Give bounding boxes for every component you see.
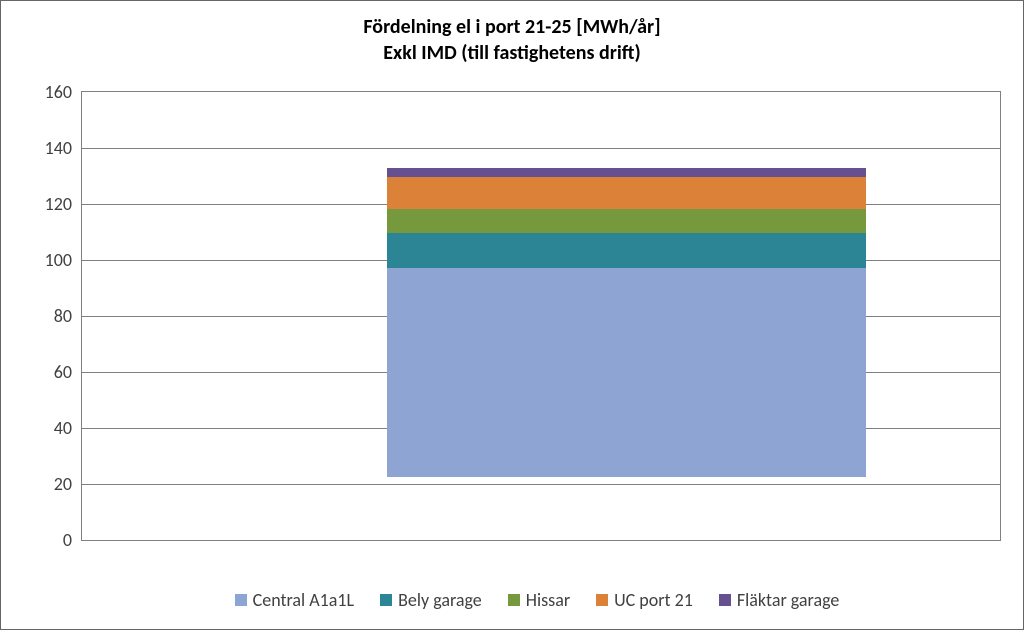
y-tick-label: 20: [22, 473, 72, 495]
legend-swatch: [508, 594, 520, 606]
y-tick-label: 40: [22, 417, 72, 439]
plot-area: 020406080100120140160: [81, 91, 1001, 541]
legend-item: Fläktar garage: [719, 589, 839, 611]
y-tick-label: 0: [22, 529, 72, 551]
legend-label: Fläktar garage: [737, 589, 839, 611]
legend-label: Central A1a1L: [253, 589, 354, 611]
chart-title-line2: Exkl IMD (till fastighetens drift): [1, 41, 1023, 65]
bar-segment: [387, 168, 866, 177]
bar-segment: [387, 268, 866, 477]
legend-label: UC port 21: [614, 589, 693, 611]
chart-title: Fördelning el i port 21-25 [MWh/år] Exkl…: [1, 15, 1023, 65]
legend-label: Bely garage: [398, 589, 482, 611]
legend-swatch: [235, 594, 247, 606]
y-tick-label: 160: [22, 81, 72, 103]
legend-label: Hissar: [526, 589, 570, 611]
gridline: [82, 148, 1000, 149]
legend-swatch: [380, 594, 392, 606]
y-tick-label: 120: [22, 193, 72, 215]
bar-segment: [387, 177, 866, 210]
chart-title-line1: Fördelning el i port 21-25 [MWh/år]: [1, 15, 1023, 39]
legend: Central A1a1L Bely garage Hissar UC port 21…: [81, 589, 993, 611]
chart-container: Fördelning el i port 21-25 [MWh/år] Exkl…: [0, 0, 1024, 630]
y-tick-label: 80: [22, 305, 72, 327]
y-tick-label: 100: [22, 249, 72, 271]
y-tick-label: 60: [22, 361, 72, 383]
y-tick-label: 140: [22, 137, 72, 159]
legend-item: UC port 21: [596, 589, 693, 611]
legend-item: Bely garage: [380, 589, 482, 611]
stacked-bar: [387, 168, 866, 540]
legend-item: Hissar: [508, 589, 570, 611]
legend-swatch: [719, 594, 731, 606]
bar-segment: [387, 233, 866, 268]
legend-swatch: [596, 594, 608, 606]
legend-item: Central A1a1L: [235, 589, 354, 611]
bar-segment: [387, 209, 866, 232]
